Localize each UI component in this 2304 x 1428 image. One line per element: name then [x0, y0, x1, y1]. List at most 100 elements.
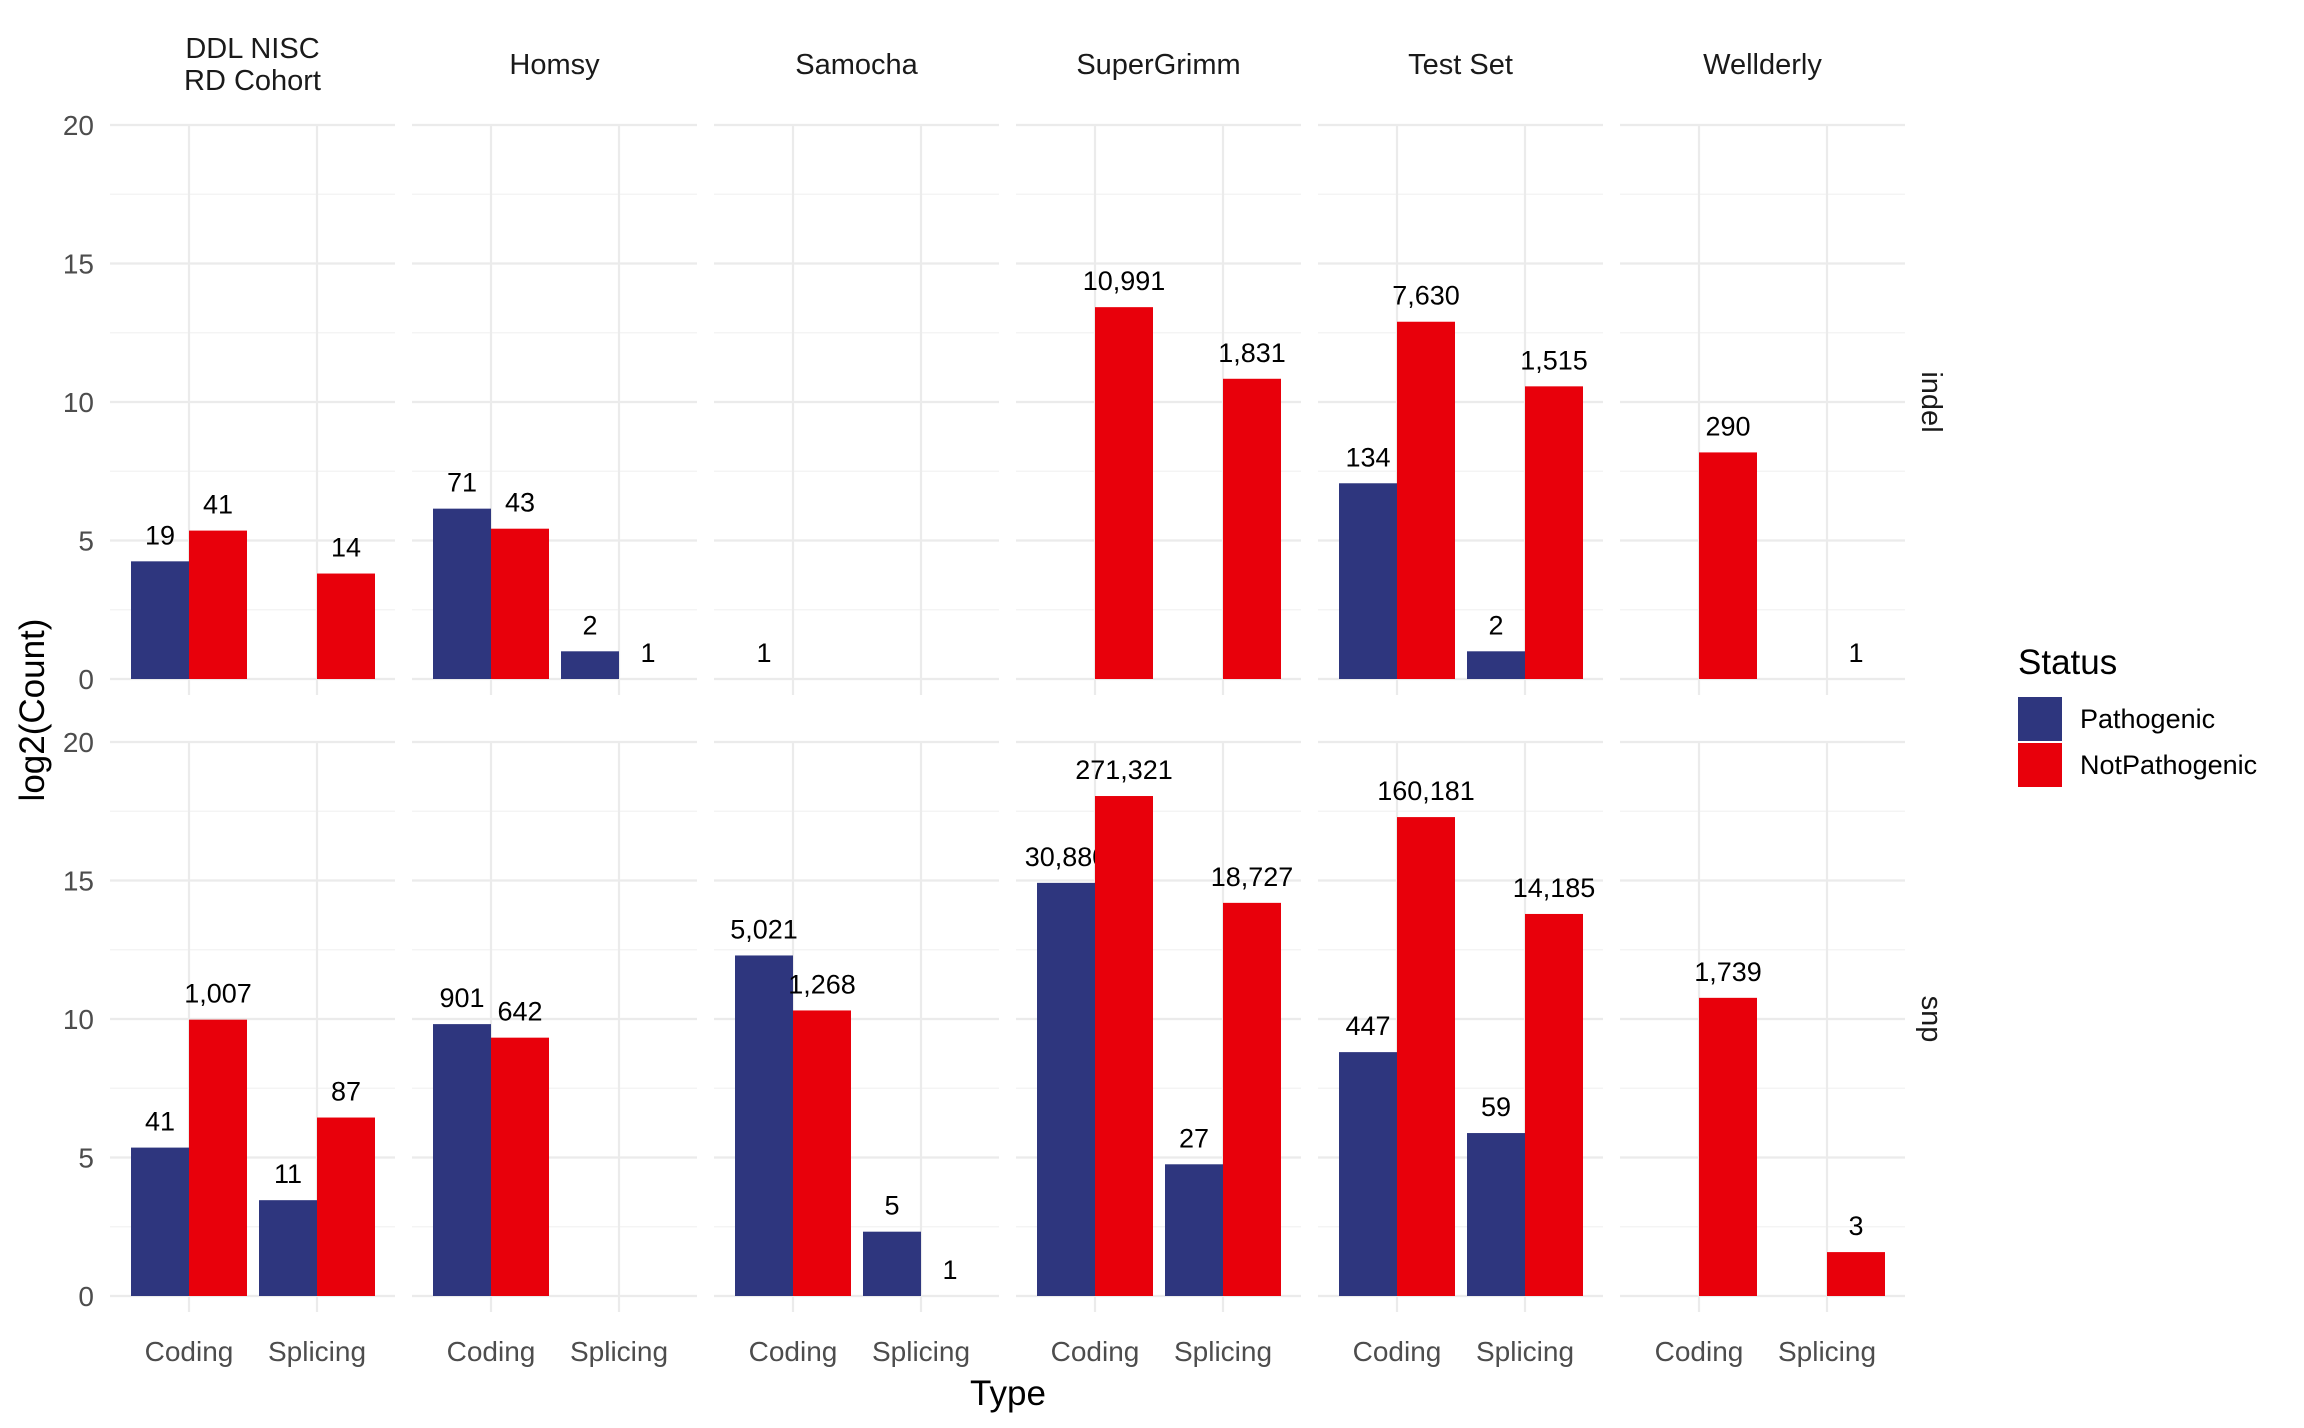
legend-label-notpathogenic: NotPathogenic [2080, 750, 2257, 780]
x-tick-label-coding: Coding [1353, 1336, 1442, 1367]
bar-snp-ddl-nisc-rd-cohort-splicing-pathogenic [259, 1200, 317, 1296]
bar-label-snp-ddl-nisc-rd-cohort-splicing-pathogenic: 11 [274, 1159, 302, 1189]
legend-swatch-pathogenic [2018, 697, 2062, 741]
legend-title: Status [2018, 643, 2117, 682]
bar-indel-ddl-nisc-rd-cohort-coding-notpathogenic [189, 530, 247, 679]
x-tick-label-coding: Coding [1051, 1336, 1140, 1367]
y-axis-title: log2(Count) [13, 619, 52, 802]
y-tick-label: 5 [78, 526, 94, 557]
y-tick-label: 5 [78, 1143, 94, 1174]
x-axis-title: Type [970, 1374, 1046, 1413]
x-tick-label-splicing: Splicing [1778, 1336, 1876, 1367]
bar-label-indel-homsy-splicing-notpathogenic: 1 [640, 638, 655, 668]
facet-title-line: DDL NISC [185, 33, 319, 65]
bar-snp-test-set-splicing-pathogenic [1467, 1133, 1525, 1296]
bar-label-indel-wellderly-coding-notpathogenic: 290 [1705, 411, 1750, 441]
y-tick-label: 20 [63, 110, 94, 141]
x-tick-label-coding: Coding [447, 1336, 536, 1367]
y-tick-label: 20 [63, 727, 94, 758]
bar-snp-wellderly-splicing-notpathogenic [1827, 1252, 1885, 1296]
bar-indel-supergrimm-coding-notpathogenic [1095, 307, 1153, 679]
bar-indel-test-set-coding-pathogenic [1339, 483, 1397, 679]
y-tick-label: 0 [78, 664, 94, 695]
facet-title-wellderly: Wellderly [1703, 49, 1822, 81]
bar-snp-samocha-coding-pathogenic [735, 955, 793, 1296]
bar-label-indel-supergrimm-splicing-notpathogenic: 1,831 [1218, 338, 1286, 368]
bar-indel-wellderly-coding-notpathogenic [1699, 452, 1757, 679]
y-tick-label: 10 [63, 387, 94, 418]
y-tick-label: 15 [63, 249, 94, 280]
facet-title-line: Test Set [1408, 49, 1513, 81]
strip-label-snp: snp [1915, 996, 1947, 1043]
bar-snp-test-set-coding-pathogenic [1339, 1052, 1397, 1296]
x-tick-label-splicing: Splicing [1476, 1336, 1574, 1367]
x-tick-label-coding: Coding [749, 1336, 838, 1367]
bar-label-indel-wellderly-splicing-notpathogenic: 1 [1848, 638, 1863, 668]
bar-label-indel-ddl-nisc-rd-cohort-coding-notpathogenic: 41 [203, 490, 233, 520]
bar-label-snp-samocha-coding-notpathogenic: 1,268 [788, 969, 856, 999]
bar-indel-ddl-nisc-rd-cohort-splicing-notpathogenic [317, 573, 375, 679]
bar-label-snp-homsy-coding-notpathogenic: 642 [497, 997, 542, 1027]
bar-snp-homsy-coding-pathogenic [433, 1024, 491, 1296]
bar-snp-supergrimm-coding-notpathogenic [1095, 796, 1153, 1296]
facet-title-line: Homsy [509, 49, 600, 81]
legend-label-pathogenic: Pathogenic [2080, 704, 2215, 734]
facet-title-supergrimm: SuperGrimm [1076, 49, 1240, 81]
bar-label-snp-homsy-coding-pathogenic: 901 [439, 983, 484, 1013]
y-tick-label: 15 [63, 866, 94, 897]
x-tick-label-splicing: Splicing [268, 1336, 366, 1367]
bar-label-indel-ddl-nisc-rd-cohort-splicing-notpathogenic: 14 [331, 533, 361, 563]
bar-indel-homsy-coding-pathogenic [433, 508, 491, 679]
facet-title-line: RD Cohort [184, 65, 321, 97]
bar-indel-homsy-splicing-pathogenic [561, 651, 619, 679]
bar-label-indel-test-set-coding-notpathogenic: 7,630 [1392, 281, 1460, 311]
bar-label-snp-test-set-coding-pathogenic: 447 [1345, 1011, 1390, 1041]
bar-label-snp-wellderly-splicing-notpathogenic: 3 [1848, 1211, 1863, 1241]
facet-title-ddl-nisc-rd-cohort: DDL NISC RD Cohort [184, 33, 321, 97]
bar-indel-test-set-splicing-notpathogenic [1525, 386, 1583, 679]
bar-label-snp-supergrimm-splicing-notpathogenic: 18,727 [1211, 862, 1294, 892]
bar-label-snp-ddl-nisc-rd-cohort-coding-notpathogenic: 1,007 [184, 979, 252, 1009]
bar-label-snp-supergrimm-splicing-pathogenic: 27 [1179, 1123, 1209, 1153]
x-tick-label-coding: Coding [1655, 1336, 1744, 1367]
x-tick-label-coding: Coding [145, 1336, 234, 1367]
facet-title-homsy: Homsy [509, 49, 600, 81]
bar-label-snp-ddl-nisc-rd-cohort-coding-pathogenic: 41 [145, 1107, 175, 1137]
bar-label-snp-supergrimm-coding-pathogenic: 30,880 [1025, 842, 1108, 872]
bar-indel-ddl-nisc-rd-cohort-coding-pathogenic [131, 561, 189, 679]
facet-title-test-set: Test Set [1408, 49, 1513, 81]
bar-snp-samocha-splicing-pathogenic [863, 1231, 921, 1296]
x-tick-label-splicing: Splicing [570, 1336, 668, 1367]
x-tick-label-splicing: Splicing [872, 1336, 970, 1367]
facet-title-line: SuperGrimm [1076, 49, 1240, 81]
bar-snp-ddl-nisc-rd-cohort-splicing-notpathogenic [317, 1117, 375, 1296]
bar-label-snp-samocha-splicing-pathogenic: 5 [884, 1191, 899, 1221]
bar-label-indel-test-set-splicing-pathogenic: 2 [1488, 610, 1503, 640]
bar-indel-supergrimm-splicing-notpathogenic [1223, 378, 1281, 679]
bar-snp-supergrimm-coding-pathogenic [1037, 882, 1095, 1296]
bar-indel-test-set-splicing-pathogenic [1467, 651, 1525, 679]
bar-label-indel-homsy-coding-notpathogenic: 43 [505, 488, 535, 518]
bar-label-snp-samocha-coding-pathogenic: 5,021 [730, 914, 798, 944]
legend-swatch-notpathogenic [2018, 743, 2062, 787]
bar-snp-wellderly-coding-notpathogenic [1699, 997, 1757, 1296]
y-tick-label: 10 [63, 1004, 94, 1035]
bar-label-snp-ddl-nisc-rd-cohort-splicing-notpathogenic: 87 [331, 1077, 361, 1107]
bar-snp-samocha-coding-notpathogenic [793, 1010, 851, 1296]
strip-label-indel: indel [1915, 371, 1947, 432]
bar-snp-homsy-coding-notpathogenic [491, 1037, 549, 1296]
bar-label-indel-supergrimm-coding-notpathogenic: 10,991 [1083, 266, 1166, 296]
bar-label-indel-homsy-coding-pathogenic: 71 [447, 468, 477, 498]
bar-label-indel-samocha-coding-pathogenic: 1 [756, 638, 771, 668]
facet-title-line: Samocha [795, 49, 918, 81]
bar-label-snp-test-set-coding-notpathogenic: 160,181 [1377, 776, 1475, 806]
bar-label-snp-supergrimm-coding-notpathogenic: 271,321 [1075, 755, 1173, 785]
bar-label-snp-samocha-splicing-notpathogenic: 1 [942, 1255, 957, 1285]
bar-snp-ddl-nisc-rd-cohort-coding-pathogenic [131, 1147, 189, 1296]
bar-label-snp-test-set-splicing-pathogenic: 59 [1481, 1092, 1511, 1122]
bar-snp-test-set-coding-notpathogenic [1397, 817, 1455, 1296]
bar-snp-test-set-splicing-notpathogenic [1525, 913, 1583, 1296]
bar-label-snp-test-set-splicing-notpathogenic: 14,185 [1513, 873, 1596, 903]
